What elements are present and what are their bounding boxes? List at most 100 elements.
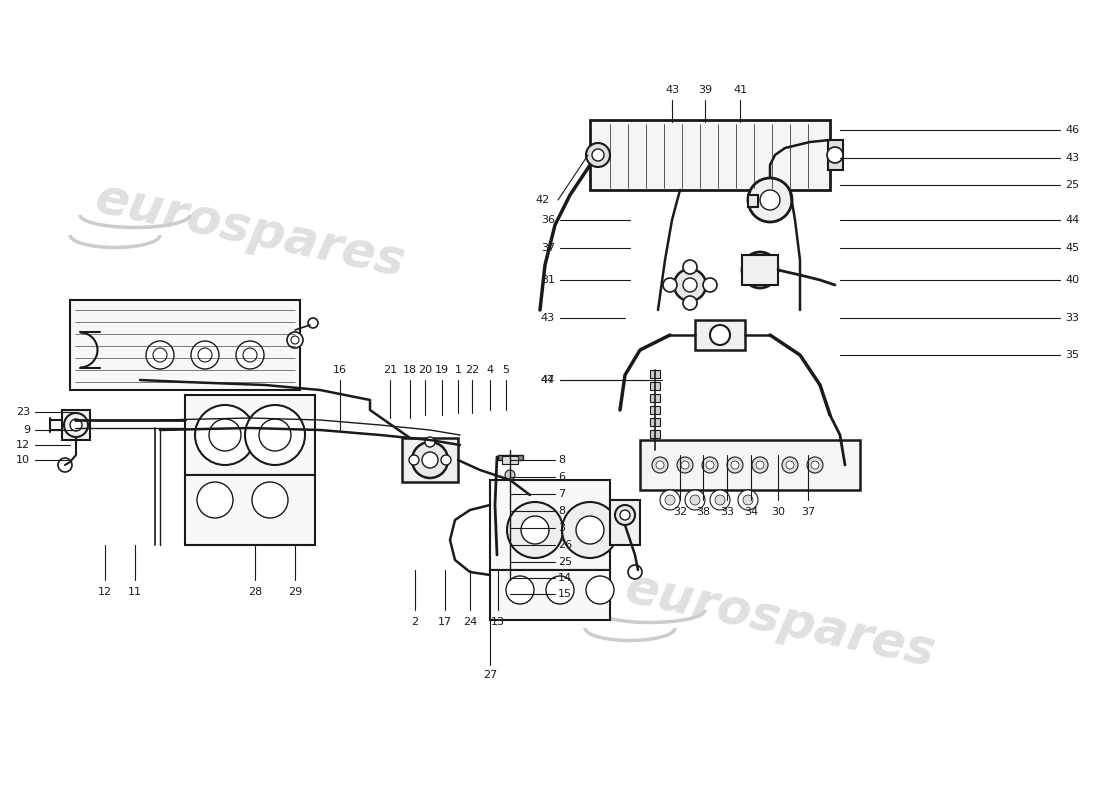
Circle shape <box>742 495 754 505</box>
Bar <box>62 410 90 440</box>
Bar <box>502 456 518 464</box>
Text: 46: 46 <box>1065 125 1079 135</box>
Circle shape <box>683 260 697 274</box>
Bar <box>640 440 860 490</box>
Text: 28: 28 <box>248 587 262 597</box>
Text: 44: 44 <box>1065 215 1079 225</box>
Text: 37: 37 <box>541 243 556 253</box>
Circle shape <box>505 530 515 540</box>
Circle shape <box>811 461 819 469</box>
Bar <box>695 320 745 350</box>
Circle shape <box>685 490 705 510</box>
Text: 4: 4 <box>486 365 494 375</box>
Text: 10: 10 <box>16 455 30 465</box>
Circle shape <box>706 461 714 469</box>
Circle shape <box>683 296 697 310</box>
Text: 15: 15 <box>558 589 572 599</box>
Bar <box>498 455 522 460</box>
Circle shape <box>663 278 676 292</box>
Text: 19: 19 <box>434 365 449 375</box>
Text: 25: 25 <box>1065 180 1079 190</box>
Text: 32: 32 <box>673 507 688 517</box>
Bar <box>650 394 660 402</box>
Circle shape <box>710 490 730 510</box>
Circle shape <box>236 341 264 369</box>
Circle shape <box>756 461 764 469</box>
Circle shape <box>70 419 82 431</box>
Circle shape <box>191 341 219 369</box>
Text: 45: 45 <box>1065 243 1079 253</box>
Circle shape <box>615 505 635 525</box>
Circle shape <box>506 576 534 604</box>
Circle shape <box>195 405 255 465</box>
Text: 18: 18 <box>403 365 417 375</box>
Circle shape <box>146 341 174 369</box>
Text: 43: 43 <box>1065 153 1079 163</box>
Circle shape <box>676 457 693 473</box>
Circle shape <box>586 576 614 604</box>
Text: 33: 33 <box>720 507 734 517</box>
Text: 38: 38 <box>696 507 711 517</box>
Bar <box>490 480 610 570</box>
Text: 41: 41 <box>733 85 747 95</box>
Bar <box>185 475 315 545</box>
Circle shape <box>425 437 435 447</box>
Circle shape <box>652 457 668 473</box>
Text: 24: 24 <box>463 617 477 627</box>
Circle shape <box>748 178 792 222</box>
Circle shape <box>727 457 742 473</box>
Circle shape <box>562 502 618 558</box>
Text: 43: 43 <box>664 85 679 95</box>
Circle shape <box>441 455 451 465</box>
Text: 5: 5 <box>503 365 509 375</box>
Circle shape <box>505 500 515 510</box>
Text: 25: 25 <box>558 557 572 567</box>
Circle shape <box>760 190 780 210</box>
Circle shape <box>422 452 438 468</box>
Bar <box>650 406 660 414</box>
Text: 22: 22 <box>465 365 480 375</box>
Bar <box>610 500 640 545</box>
Circle shape <box>732 461 739 469</box>
Circle shape <box>245 405 305 465</box>
Circle shape <box>628 565 642 579</box>
Bar <box>502 546 518 554</box>
Text: 21: 21 <box>383 365 397 375</box>
Bar <box>70 300 300 390</box>
Text: 33: 33 <box>1065 313 1079 323</box>
Circle shape <box>681 461 689 469</box>
Bar <box>650 370 660 378</box>
Text: 13: 13 <box>491 617 505 627</box>
Text: 16: 16 <box>333 365 346 375</box>
Text: 11: 11 <box>128 587 142 597</box>
Circle shape <box>64 413 88 437</box>
Text: 35: 35 <box>1065 350 1079 360</box>
Bar <box>650 382 660 390</box>
Text: eurospares: eurospares <box>90 174 409 286</box>
Circle shape <box>752 262 768 278</box>
Text: 20: 20 <box>418 365 432 375</box>
Circle shape <box>683 278 697 292</box>
Bar <box>748 195 758 207</box>
Circle shape <box>576 516 604 544</box>
Bar <box>650 418 660 426</box>
Circle shape <box>292 336 299 344</box>
Circle shape <box>715 495 725 505</box>
Text: 42: 42 <box>536 195 550 205</box>
Circle shape <box>308 318 318 328</box>
Text: 2: 2 <box>411 617 419 627</box>
Bar <box>490 570 610 620</box>
Text: 34: 34 <box>744 507 758 517</box>
Circle shape <box>702 457 718 473</box>
Circle shape <box>198 348 212 362</box>
Circle shape <box>674 269 706 301</box>
Text: 17: 17 <box>438 617 452 627</box>
Bar <box>402 438 458 482</box>
Bar <box>828 140 843 170</box>
Text: 14: 14 <box>558 573 572 583</box>
Circle shape <box>252 482 288 518</box>
Circle shape <box>742 252 778 288</box>
Circle shape <box>521 516 549 544</box>
Text: 23: 23 <box>15 407 30 417</box>
Text: 30: 30 <box>771 507 785 517</box>
